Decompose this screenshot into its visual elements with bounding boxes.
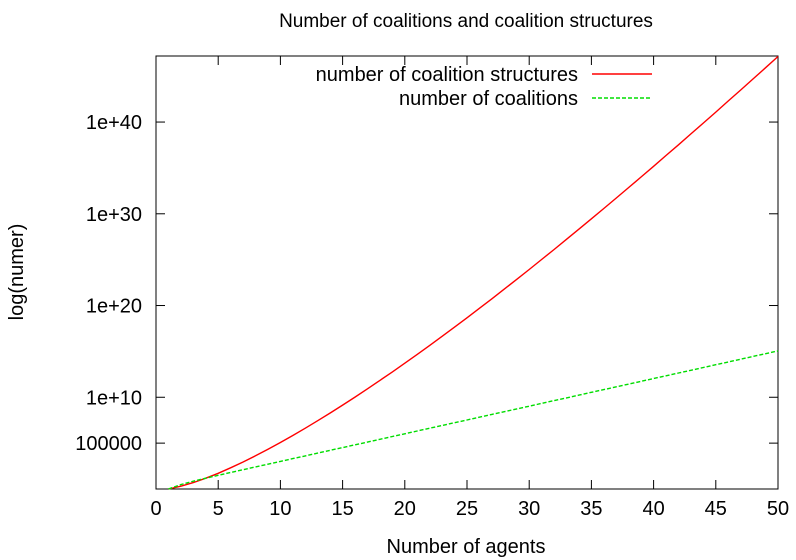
x-tick-label-5: 5 [213,498,224,520]
x-tick-label-10: 10 [269,498,291,520]
x-tick-label-0: 0 [150,498,161,520]
y-tick-label-1e-30: 1e+30 [86,204,142,226]
x-axis-label: Number of agents [387,536,546,558]
x-tick-label-15: 15 [331,498,353,520]
x-tick-label-35: 35 [580,498,602,520]
plot-frame [155,55,779,490]
chart-title: Number of coalitions and coalition struc… [279,11,653,32]
y-axis-label: log(numer) [6,224,28,321]
x-tick-label-50: 50 [767,498,789,520]
series-lines [168,55,779,490]
axis-ticks: 0 5 10 15 20 25 30 35 40 45 50 100000 1e+10 1e+20 1e+3… [75,56,789,520]
x-tick-label-45: 45 [705,498,727,520]
x-tick-label-20: 20 [394,498,416,520]
legend-label-number-of-coalition-structures: number of coalition structures [316,64,578,86]
series-line-number-of-coalition-structures [168,55,779,490]
y-tick-label-100000: 100000 [75,433,142,455]
x-tick-label-30: 30 [518,498,540,520]
y-tick-label-1e-10: 1e+10 [86,387,142,409]
legend-label-number-of-coalitions: number of coalitions [399,88,578,110]
x-tick-label-25: 25 [456,498,478,520]
x-tick-label-40: 40 [642,498,664,520]
y-tick-label-1e-20: 1e+20 [86,296,142,318]
y-tick-label-1e-40: 1e+40 [86,112,142,134]
series-line-number-of-coalitions [168,350,779,490]
